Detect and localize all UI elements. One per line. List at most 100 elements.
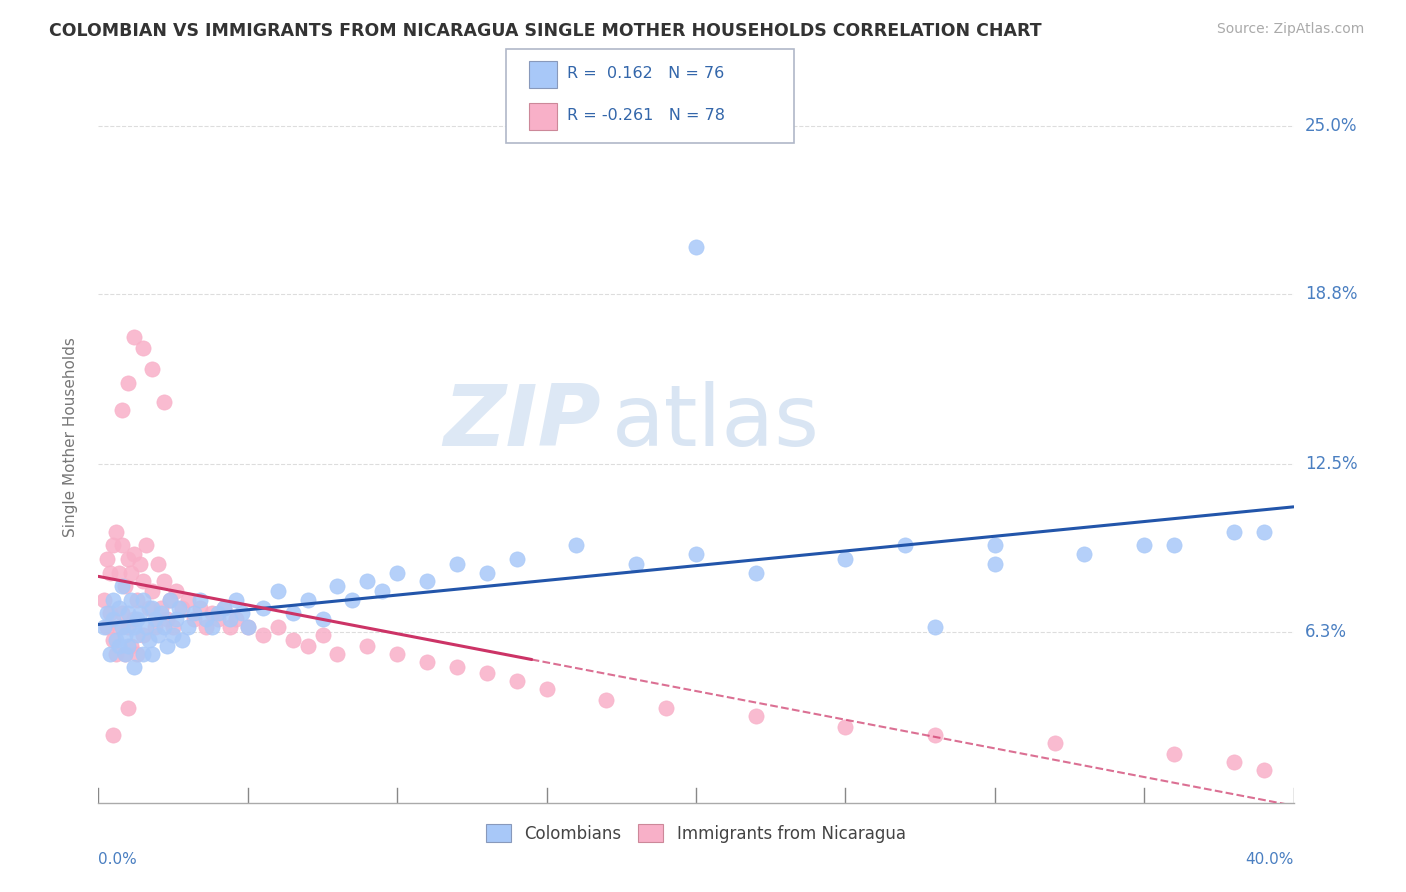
Point <box>127 647 149 661</box>
Point <box>108 566 131 580</box>
Point <box>342 592 364 607</box>
Point <box>446 660 468 674</box>
Point <box>188 592 211 607</box>
Point <box>416 574 439 588</box>
Point <box>132 341 155 355</box>
Point <box>127 628 149 642</box>
Point <box>1253 524 1275 539</box>
Point <box>595 693 617 707</box>
Point <box>745 709 768 723</box>
Point <box>111 538 134 552</box>
Point <box>96 552 118 566</box>
Point <box>924 620 946 634</box>
Point <box>356 574 378 588</box>
Point <box>120 592 142 607</box>
Text: 18.8%: 18.8% <box>1305 285 1357 302</box>
Point <box>385 647 409 661</box>
Point <box>236 620 259 634</box>
Point <box>1043 736 1066 750</box>
Point <box>141 362 163 376</box>
Point <box>108 639 131 653</box>
Point <box>124 547 146 561</box>
Point <box>103 611 125 625</box>
Point <box>132 647 155 661</box>
Point <box>177 592 200 607</box>
Text: 6.3%: 6.3% <box>1305 624 1347 641</box>
Point <box>1133 538 1156 552</box>
Point <box>267 584 290 599</box>
Point <box>159 592 181 607</box>
Point <box>153 620 176 634</box>
Point <box>834 720 856 734</box>
Point <box>124 660 146 674</box>
Point <box>129 606 152 620</box>
Point <box>108 620 131 634</box>
Point <box>506 552 529 566</box>
Point <box>129 558 152 572</box>
Text: Source: ZipAtlas.com: Source: ZipAtlas.com <box>1216 22 1364 37</box>
Point <box>231 606 253 620</box>
Point <box>297 639 319 653</box>
Point <box>506 673 529 688</box>
Point <box>114 579 136 593</box>
Point <box>124 330 146 344</box>
Point <box>655 701 678 715</box>
Point <box>165 611 187 625</box>
Point <box>475 566 498 580</box>
Point <box>685 547 707 561</box>
Point <box>114 647 136 661</box>
Point <box>117 639 139 653</box>
Point <box>446 558 468 572</box>
Point <box>117 701 139 715</box>
Point <box>297 592 319 607</box>
Point <box>114 628 136 642</box>
Point <box>127 592 149 607</box>
Y-axis label: Single Mother Households: Single Mother Households <box>63 337 77 537</box>
Point <box>117 620 139 634</box>
Point <box>162 620 184 634</box>
Point <box>117 552 139 566</box>
Point <box>924 728 946 742</box>
Point <box>745 566 768 580</box>
Text: 25.0%: 25.0% <box>1305 117 1357 135</box>
Point <box>219 620 242 634</box>
Point <box>252 628 274 642</box>
Point <box>201 606 224 620</box>
Text: R = -0.261   N = 78: R = -0.261 N = 78 <box>567 109 724 123</box>
Point <box>148 558 170 572</box>
Text: 0.0%: 0.0% <box>98 852 138 866</box>
Point <box>225 611 247 625</box>
Point <box>1163 538 1185 552</box>
Point <box>132 574 155 588</box>
Point <box>311 628 333 642</box>
Point <box>183 611 205 625</box>
Point <box>156 611 179 625</box>
Point <box>1223 524 1246 539</box>
Point <box>1223 755 1246 769</box>
Point <box>219 611 242 625</box>
Point <box>165 584 187 599</box>
Point <box>150 606 173 620</box>
Point <box>201 620 224 634</box>
Point <box>98 606 122 620</box>
Point <box>212 600 235 615</box>
Point <box>96 620 118 634</box>
Text: 40.0%: 40.0% <box>1246 852 1294 866</box>
Point <box>143 611 166 625</box>
Point <box>475 665 498 680</box>
Point <box>98 566 122 580</box>
Point <box>153 395 176 409</box>
Point <box>281 606 304 620</box>
Point <box>281 633 304 648</box>
Text: ZIP: ZIP <box>443 381 600 464</box>
Point <box>111 403 134 417</box>
Point <box>141 600 163 615</box>
Point <box>117 376 139 390</box>
Point <box>188 600 211 615</box>
Point <box>1073 547 1095 561</box>
Point <box>183 606 205 620</box>
Point <box>111 606 134 620</box>
Point <box>159 592 181 607</box>
Point <box>172 633 194 648</box>
Point <box>138 600 160 615</box>
